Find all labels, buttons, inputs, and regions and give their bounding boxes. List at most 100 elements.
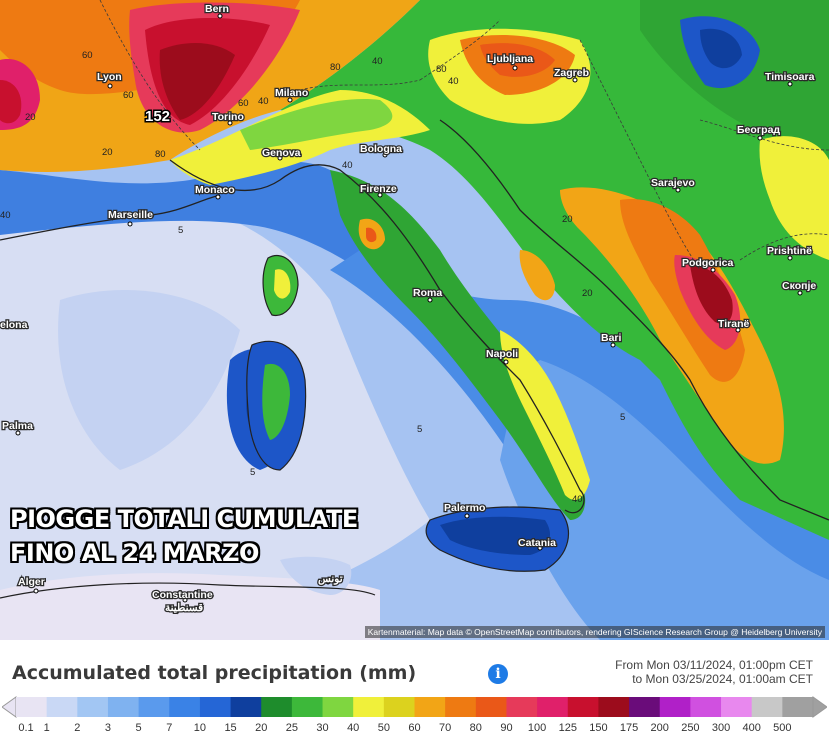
legend-title: Accumulated total precipitation (mm): [12, 662, 417, 684]
color-scale-ticks: 0.1 1 2 3 5 7 10 15 20 25 30 40 50 60 70 80 90 100 125 150 1…: [0, 722, 829, 738]
map-attribution[interactable]: Kartenmaterial: Map data © OpenStreetMap…: [364, 626, 825, 638]
scale-tick-label: 80: [469, 722, 482, 734]
svg-text:5: 5: [178, 225, 183, 236]
scale-swatch: [107, 697, 140, 717]
scale-swatch: [475, 697, 507, 717]
svg-text:40: 40: [448, 76, 459, 87]
legend-panel: Accumulated total precipitation (mm) i F…: [0, 640, 829, 750]
city-label: Bologna: [360, 143, 402, 155]
scale-swatch: [77, 697, 109, 717]
scale-swatch: [721, 697, 753, 717]
scale-tick-label: 0.1: [18, 722, 34, 734]
svg-text:60: 60: [123, 90, 134, 101]
scale-swatch: [169, 697, 201, 717]
svg-text:20: 20: [25, 112, 36, 123]
city-label: تونس: [318, 573, 343, 585]
scale-swatch: [537, 697, 569, 717]
svg-text:80: 80: [330, 62, 341, 73]
city-label: Скопје: [782, 280, 816, 292]
scale-swatch: [16, 697, 48, 717]
city-label: Palma: [2, 420, 33, 432]
svg-text:40: 40: [572, 494, 583, 505]
city-labels: Bern Lyon Milano Torino Genova Bologna M…: [0, 2, 818, 616]
city-label: Lyon: [97, 71, 122, 83]
svg-text:60: 60: [238, 98, 249, 109]
scale-tick-label: 60: [408, 722, 421, 734]
scale-swatch: [659, 697, 691, 717]
scale-swatch: [138, 697, 170, 717]
headline-line-2: FINO AL 24 MARZO: [10, 539, 259, 567]
scale-tick-label: 40: [347, 722, 360, 734]
svg-text:40: 40: [0, 210, 11, 221]
scale-tick-label: 1: [43, 722, 50, 734]
scale-tick-label: 5: [135, 722, 142, 734]
scale-tick-label: 300: [711, 722, 731, 734]
city-label: Firenze: [360, 183, 397, 195]
scale-tick-label: 30: [316, 722, 329, 734]
city-label: Ljubljana: [487, 53, 533, 65]
time-range-to: to Mon 03/25/2024, 01:00am CET: [632, 672, 813, 686]
svg-text:5: 5: [620, 412, 625, 423]
scale-swatch: [598, 697, 630, 717]
scale-tick-label: 10: [193, 722, 207, 734]
city-label: Napoli: [486, 348, 518, 360]
city-label: Sarajevo: [651, 177, 695, 189]
scale-tick-label: 500: [773, 722, 792, 734]
scale-arrow-left: [2, 696, 17, 718]
svg-text:80: 80: [155, 149, 166, 160]
svg-text:5: 5: [417, 424, 422, 435]
city-label: Alger: [18, 576, 45, 588]
scale-swatch: [782, 697, 814, 717]
scale-swatch: [445, 697, 477, 717]
headline-line-1: PIOGGE TOTALI CUMULATE: [10, 505, 358, 533]
scale-swatch: [383, 697, 415, 717]
color-scale: [2, 696, 827, 718]
city-label: Bern: [205, 3, 229, 15]
city-label: Monaco: [195, 184, 235, 196]
svg-text:40: 40: [342, 160, 353, 171]
city-label: Timisoara: [765, 71, 815, 83]
svg-text:40: 40: [258, 96, 269, 107]
scale-swatch: [629, 697, 661, 717]
scale-tick-label: 150: [589, 722, 608, 734]
svg-text:20: 20: [562, 214, 573, 225]
scale-tick-label: 250: [681, 722, 700, 734]
scale-tick-label: 70: [439, 722, 452, 734]
info-icon[interactable]: i: [488, 664, 508, 684]
city-label: Bari: [601, 332, 622, 344]
scale-tick-label: 100: [527, 722, 547, 734]
scale-swatch: [230, 697, 262, 717]
svg-text:5: 5: [250, 467, 255, 478]
scale-tick-label: 200: [650, 722, 669, 734]
city-label: Milano: [275, 87, 308, 99]
scale-tick-label: 50: [377, 722, 390, 734]
scale-tick-label: 3: [104, 722, 112, 734]
scale-swatch: [567, 697, 599, 717]
city-label: Podgorica: [682, 257, 734, 269]
city-label: elona: [0, 319, 28, 331]
city-label: Constantine: [152, 589, 213, 601]
time-range-from: From Mon 03/11/2024, 01:00pm CET: [615, 658, 813, 672]
scale-tick-label: 2: [74, 722, 81, 734]
scale-tick-label: 90: [500, 722, 513, 734]
scale-tick-label: 20: [255, 722, 268, 734]
scale-swatch: [291, 697, 324, 717]
scale-swatch: [261, 697, 293, 717]
scale-swatch: [506, 697, 538, 717]
scale-swatch: [322, 697, 354, 717]
headline: PIOGGE TOTALI CUMULATE FINO AL 24 MARZO: [10, 502, 358, 570]
scale-swatch: [690, 697, 722, 717]
isoline-labels: 60 60 40 80 20 80 60 40 40 20 40 80 40 2…: [0, 50, 625, 505]
svg-text:80: 80: [436, 64, 447, 75]
scale-swatch: [414, 697, 446, 717]
city-label: Zagreb: [554, 67, 589, 79]
scale-tick-label: 175: [619, 722, 639, 734]
city-label: Torino: [212, 111, 244, 123]
city-label: Prishtinë: [767, 245, 812, 257]
scale-swatch: [46, 697, 78, 717]
time-range: From Mon 03/11/2024, 01:00pm CET to Mon …: [615, 658, 813, 686]
svg-text:40: 40: [372, 56, 383, 67]
max-precip-label: 152: [145, 108, 170, 125]
scale-swatch: [199, 697, 232, 717]
city-label: Catania: [518, 537, 556, 549]
